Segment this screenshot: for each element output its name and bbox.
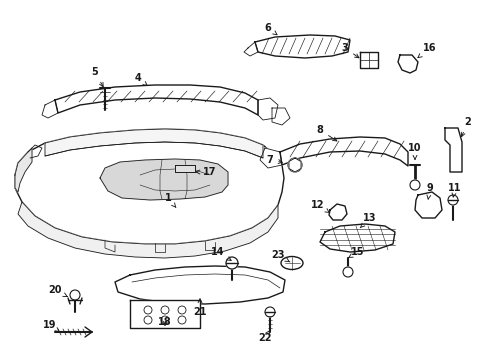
Circle shape: [143, 306, 152, 314]
Text: 23: 23: [271, 250, 289, 262]
Polygon shape: [258, 98, 278, 120]
Circle shape: [70, 290, 80, 300]
Polygon shape: [175, 165, 195, 172]
Text: 11: 11: [447, 183, 461, 197]
Text: 7: 7: [266, 155, 282, 165]
Polygon shape: [288, 158, 301, 172]
Polygon shape: [45, 129, 263, 158]
Text: 22: 22: [258, 330, 271, 343]
Circle shape: [264, 307, 274, 317]
Text: 15: 15: [347, 247, 364, 258]
Polygon shape: [254, 35, 349, 58]
Circle shape: [161, 316, 169, 324]
Polygon shape: [115, 266, 285, 304]
Polygon shape: [15, 148, 32, 192]
Text: 8: 8: [316, 125, 336, 141]
Polygon shape: [130, 300, 200, 328]
Polygon shape: [244, 42, 258, 56]
Circle shape: [409, 180, 419, 190]
Polygon shape: [319, 224, 394, 252]
Text: 10: 10: [407, 143, 421, 159]
Text: 4: 4: [134, 73, 147, 86]
Text: 3: 3: [341, 43, 358, 58]
Text: 9: 9: [426, 183, 432, 199]
Text: 19: 19: [43, 320, 60, 332]
Circle shape: [287, 158, 302, 172]
Polygon shape: [18, 202, 278, 258]
Circle shape: [225, 257, 238, 269]
Polygon shape: [271, 108, 289, 125]
Polygon shape: [414, 192, 441, 218]
Circle shape: [447, 195, 457, 205]
Polygon shape: [280, 137, 407, 166]
Text: 2: 2: [460, 117, 470, 136]
Text: 20: 20: [48, 285, 67, 297]
Circle shape: [342, 267, 352, 277]
Polygon shape: [15, 129, 284, 244]
Text: 21: 21: [193, 299, 206, 317]
Polygon shape: [397, 55, 417, 73]
Polygon shape: [444, 128, 461, 172]
Polygon shape: [359, 52, 377, 68]
Text: 1: 1: [164, 193, 176, 208]
Polygon shape: [55, 85, 258, 115]
Text: 16: 16: [417, 43, 436, 58]
Ellipse shape: [281, 256, 303, 270]
Text: 13: 13: [360, 213, 376, 228]
Circle shape: [161, 306, 169, 314]
Text: 5: 5: [91, 67, 103, 87]
Polygon shape: [328, 204, 346, 220]
Polygon shape: [42, 100, 58, 118]
Polygon shape: [100, 159, 227, 200]
Text: 14: 14: [211, 247, 231, 260]
Text: 12: 12: [311, 200, 329, 213]
Circle shape: [143, 316, 152, 324]
Text: 18: 18: [158, 317, 171, 327]
Text: 6: 6: [264, 23, 276, 35]
Polygon shape: [260, 148, 282, 168]
Circle shape: [178, 306, 185, 314]
Text: 17: 17: [196, 167, 216, 177]
Circle shape: [178, 316, 185, 324]
